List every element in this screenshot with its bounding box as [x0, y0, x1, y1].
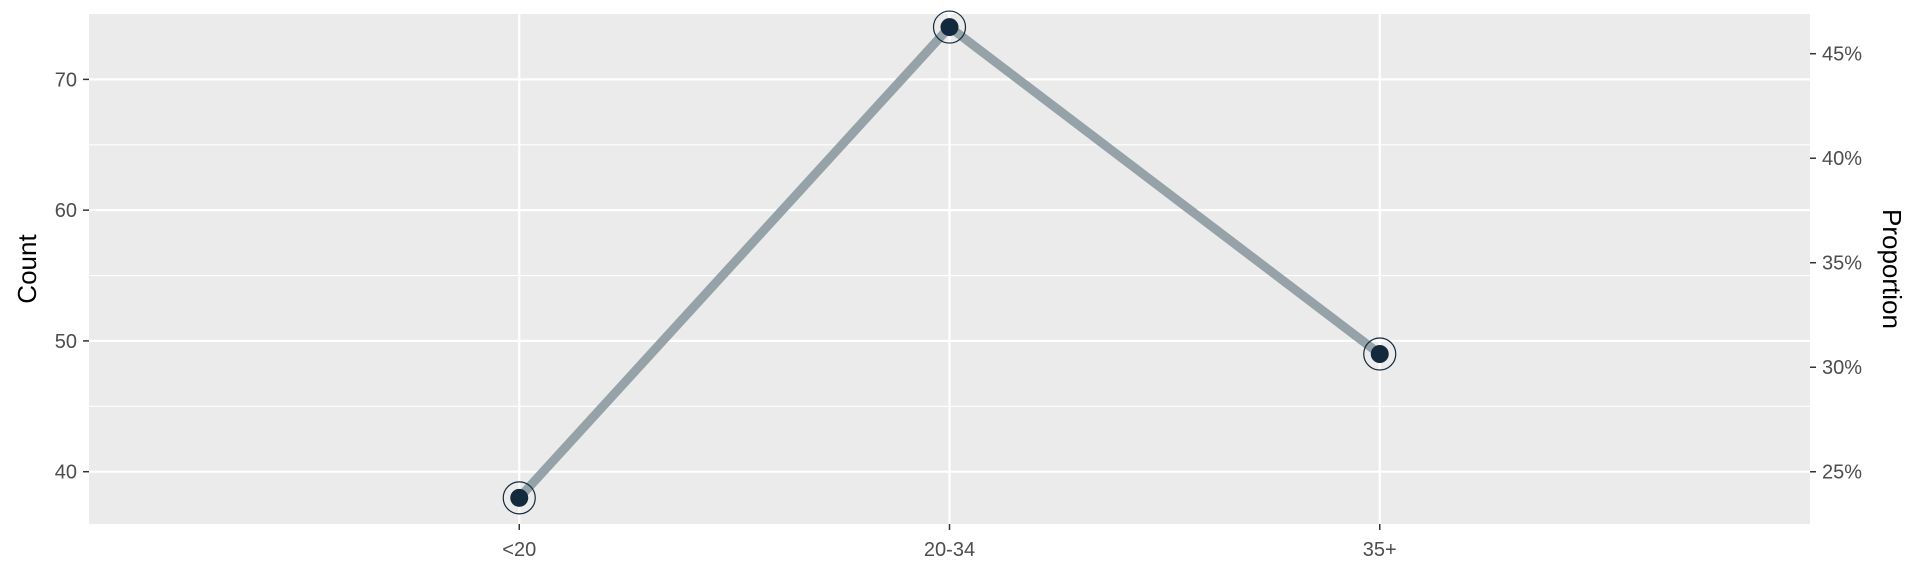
data-point — [1370, 345, 1389, 363]
data-point-ring — [1363, 337, 1397, 371]
data-point — [510, 488, 529, 507]
data-point-ring — [502, 481, 536, 515]
y-axis-title: Count — [12, 234, 42, 304]
x-tick-label: 20-34 — [924, 539, 975, 561]
x-tick-label: 35+ — [1363, 539, 1397, 561]
y2-tick-label: 45% — [1822, 44, 1862, 66]
y2-tick-label: 35% — [1822, 253, 1862, 275]
data-point — [940, 18, 959, 37]
ticks — [83, 52, 1816, 530]
data-point-ring — [932, 10, 967, 44]
y2-tick-label: 25% — [1822, 462, 1862, 484]
tick-labels: 40 50 60 70 <20 20-34 35+ 25% 30% 35% 40% 45% — [55, 44, 1862, 561]
y-tick-label: 50 — [55, 331, 77, 353]
y-tick-label: 40 — [55, 462, 77, 484]
series — [502, 10, 1397, 515]
y2-tick-label: 30% — [1822, 357, 1862, 379]
y2-axis-title: Proportion — [1877, 209, 1907, 329]
y2-tick-label: 40% — [1822, 148, 1862, 170]
y-tick-label: 70 — [55, 69, 77, 91]
y-tick-label: 60 — [55, 200, 77, 222]
grid-major — [89, 14, 1810, 524]
x-tick-label: <20 — [502, 539, 536, 561]
